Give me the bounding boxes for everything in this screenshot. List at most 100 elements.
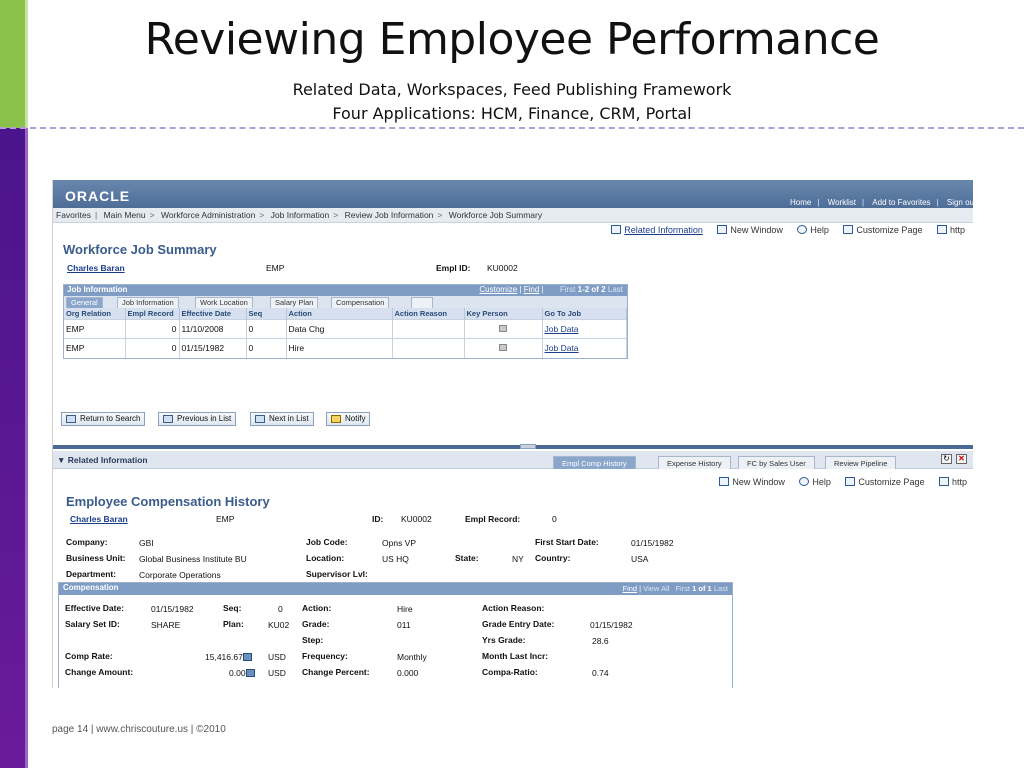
compensation-header: Compensation Find | View All First 1 of … [59,583,732,595]
grid-tabs: General Job Information Work Location Sa… [64,296,627,308]
help-link[interactable]: Help [812,477,831,487]
location-value: US HQ [382,554,409,564]
previous-in-list-button[interactable]: Previous in List [158,412,237,426]
comp-rate-value: 15,416.67 [205,652,252,662]
key-person-checkbox[interactable] [499,344,507,352]
new-window-link[interactable]: New Window [730,225,783,235]
breadcrumb-main-menu[interactable]: Main Menu [103,210,146,220]
page-links-related: New Window Help Customize Page http [719,477,967,487]
tab-salary-plan[interactable]: Salary Plan [270,297,319,308]
month-last-incr-label: Month Last Incr: [482,651,549,661]
job-data-link[interactable]: Job Data [544,343,579,354]
next-in-list-button[interactable]: Next in List [250,412,314,426]
plan-value: KU02 [268,620,290,630]
breadcrumb-job-info[interactable]: Job Information [270,210,330,220]
slide-title: Reviewing Employee Performance [144,14,880,65]
page-title: Workforce Job Summary [63,242,217,257]
comp-rate-label: Comp Rate: [65,651,113,661]
col-empl-record: Empl Record [125,308,180,320]
link-add-favorites[interactable]: Add to Favorites [872,198,931,207]
action-label: Action: [302,603,332,613]
related-information-toggle[interactable]: ▼ Related Information [57,455,148,465]
change-amount-value: 0.00 [229,668,255,678]
tab-work-location[interactable]: Work Location [195,297,253,308]
new-window-link[interactable]: New Window [732,477,785,487]
http-icon [938,477,949,486]
resize-grip[interactable] [520,444,536,449]
notify-button[interactable]: Notify [326,412,371,426]
close-icon[interactable]: ✕ [956,454,967,464]
http-link[interactable]: http [951,477,967,487]
comp-find-link[interactable]: Find [622,584,638,593]
return-to-search-button[interactable]: Return to Search [61,412,146,426]
customize-page-link[interactable]: Customize Page [858,477,925,487]
job-data-link[interactable]: Job Data [544,324,579,334]
slide-subtitle-1: Related Data, Workspaces, Feed Publishin… [292,80,732,99]
cell-date: 01/15/1982 [179,338,247,358]
cell-seq: 0 [246,319,287,339]
show-all-columns-icon[interactable] [411,297,433,308]
comp-employee-name-link[interactable]: Charles Baran [70,514,128,524]
breadcrumb-review-job-info[interactable]: Review Job Information [344,210,434,220]
col-action-reason: Action Reason [392,308,465,320]
page-links-top: Related Information New Window Help Cust… [611,225,965,235]
key-person-checkbox[interactable] [499,325,507,332]
tab-expense-history[interactable]: Expense History [658,456,731,469]
grid-find-link[interactable]: Find [523,285,540,294]
cell-reason [392,319,465,339]
company-label: Company: [66,537,108,547]
link-worklist[interactable]: Worklist [827,198,856,207]
related-information-bar: ▼ Related Information Empl Comp History … [53,451,973,469]
col-org-relation: Org Relation [64,308,126,320]
tab-empl-comp-history[interactable]: Empl Comp History [553,456,636,469]
first-start-value: 01/15/1982 [631,538,674,548]
customize-page-link[interactable]: Customize Page [856,225,923,235]
new-window-icon [719,477,730,486]
cell-action: Data Chg [286,319,393,339]
refresh-icon[interactable]: ↻ [941,454,952,464]
comp-view-all-link[interactable]: View All [643,584,670,593]
grid-header: Job Information Customize | Find | First… [64,285,627,296]
help-icon [799,477,810,486]
calculator-icon[interactable] [245,669,255,677]
salary-set-label: Salary Set ID: [65,619,120,629]
state-label: State: [455,553,479,563]
cell-org: EMP [64,338,126,358]
grade-label: Grade: [302,619,330,629]
link-home[interactable]: Home [790,198,812,207]
related-info-icon [611,225,622,234]
effective-date-value: 01/15/1982 [151,604,194,614]
tab-job-information[interactable]: Job Information [117,297,179,308]
tab-fc-by-sales-user[interactable]: FC by Sales User [738,456,815,469]
employee-name-link[interactable]: Charles Baran [67,263,125,273]
http-link[interactable]: http [949,225,965,235]
oracle-header: ORACLE Home | Worklist | Add to Favorites |… [53,180,973,212]
comp-rate-currency: USD [268,652,286,662]
notify-icon [331,415,341,423]
job-information-grid: Job Information Customize | Find | First… [63,284,628,359]
plan-label: Plan: [223,619,244,629]
col-key-person: Key Person [464,308,543,320]
frequency-label: Frequency: [302,651,348,661]
grid-last: Last [607,285,623,294]
previous-icon [163,415,173,423]
cell-reason [392,338,465,358]
tab-general[interactable]: General [66,297,103,308]
oracle-logo: ORACLE [65,188,131,204]
comp-id-label: ID: [372,514,384,524]
calculator-icon[interactable] [242,653,252,661]
peoplesoft-screenshot: ORACLE Home | Worklist | Add to Favorites |… [52,180,973,688]
breadcrumb-workforce-admin[interactable]: Workforce Administration [160,210,256,220]
tab-review-pipeline[interactable]: Review Pipeline [825,456,897,469]
breadcrumb-favorites[interactable]: Favorites [56,210,91,220]
help-link[interactable]: Help [810,225,829,235]
grid-first: First [559,285,576,294]
step-label: Step: [302,635,324,645]
department-label: Department: [66,569,117,579]
link-sign-out[interactable]: Sign ou [946,198,973,207]
related-information-link[interactable]: Related Information [624,225,703,235]
first-start-label: First Start Date: [535,537,599,547]
grid-customize-link[interactable]: Customize [479,285,518,294]
comp-emp-type: EMP [216,514,235,524]
tab-compensation[interactable]: Compensation [331,297,390,308]
